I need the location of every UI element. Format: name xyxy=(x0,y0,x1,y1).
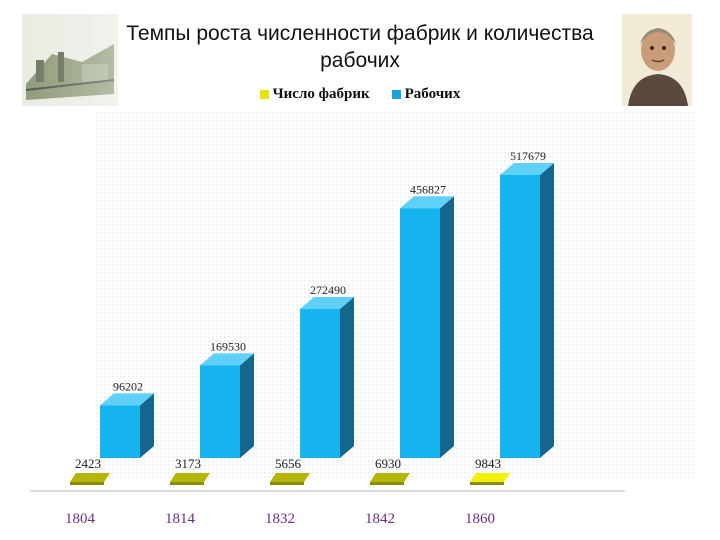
data-label-workers-1814: 169530 xyxy=(210,339,246,353)
bar-workers-top xyxy=(300,297,354,310)
data-label-workers-1804: 96202 xyxy=(113,379,143,393)
legend-item-factories: Число фабрик xyxy=(259,86,370,103)
data-label-workers-1842: 456827 xyxy=(410,182,446,196)
bar-factories-front xyxy=(370,482,404,485)
legend-swatch-factories xyxy=(259,90,269,99)
bar-workers-side xyxy=(340,297,354,458)
data-label-factories-1832: 5656 xyxy=(275,456,302,471)
legend-label-workers: Рабочих xyxy=(404,86,461,102)
portrait-illustration xyxy=(622,14,692,106)
bar-factories-1814 xyxy=(170,473,210,485)
bar-workers-front xyxy=(300,309,340,458)
bar-factories-1832 xyxy=(270,473,310,485)
bar-workers-1804 xyxy=(100,393,154,458)
chart-title: Темпы роста численности фабрик и количес… xyxy=(60,20,660,74)
data-label-factories-1814: 3173 xyxy=(175,456,201,471)
bar-workers-top xyxy=(100,393,154,406)
bar-factories-1860 xyxy=(470,473,510,485)
bar-factories-top xyxy=(370,473,410,482)
data-label-factories-1860: 9843 xyxy=(475,456,501,471)
bar-factories-front xyxy=(470,482,504,485)
x-tick-label-1842: 1842 xyxy=(365,511,395,527)
bar-factories-front xyxy=(170,482,204,485)
bar-workers-1842 xyxy=(400,196,454,458)
bar-workers-side xyxy=(440,196,454,458)
bar-workers-side xyxy=(540,163,554,459)
bar-workers-top xyxy=(400,196,454,209)
factory-illustration xyxy=(22,14,118,106)
plot-area-background xyxy=(96,110,694,480)
bar-factories-top xyxy=(470,473,510,482)
bar-workers-1860 xyxy=(500,163,554,459)
bar-factories-1804 xyxy=(70,473,110,485)
data-label-workers-1860: 517679 xyxy=(510,149,546,163)
data-label-factories-1842: 6930 xyxy=(375,456,401,471)
bar-workers-top xyxy=(200,353,254,366)
bar-workers-1814 xyxy=(200,353,254,458)
bar-factories-front xyxy=(70,482,104,485)
data-label-workers-1832: 272490 xyxy=(310,283,346,297)
chart-title-line2: рабочих xyxy=(320,49,400,72)
legend-swatch-workers xyxy=(391,90,401,99)
chart-legend: Число фабрик Рабочих xyxy=(0,86,720,103)
bar-workers-front xyxy=(400,208,440,458)
bar-factories-top xyxy=(170,473,210,482)
bar-workers-1832 xyxy=(300,297,354,458)
bar-workers-front xyxy=(100,405,140,458)
x-tick-label-1804: 1804 xyxy=(65,511,96,527)
bar-factories-1842 xyxy=(370,473,410,485)
legend-item-workers: Рабочих xyxy=(391,86,461,103)
chart-title-line1: Темпы роста численности фабрик и количес… xyxy=(126,22,594,45)
x-tick-label-1832: 1832 xyxy=(265,511,295,527)
data-label-factories-1804: 2423 xyxy=(75,456,101,471)
x-tick-label-1860: 1860 xyxy=(465,511,495,527)
legend-label-factories: Число фабрик xyxy=(272,86,370,102)
bar-workers-top xyxy=(500,163,554,176)
bar-workers-front xyxy=(200,365,240,458)
bar-factories-top xyxy=(270,473,310,482)
x-tick-label-1814: 1814 xyxy=(165,511,196,527)
bar-factories-top xyxy=(70,473,110,482)
bar-workers-side xyxy=(240,353,254,458)
bar-workers-side xyxy=(140,393,154,458)
bar-factories-front xyxy=(270,482,304,485)
bar-workers-front xyxy=(500,175,540,459)
